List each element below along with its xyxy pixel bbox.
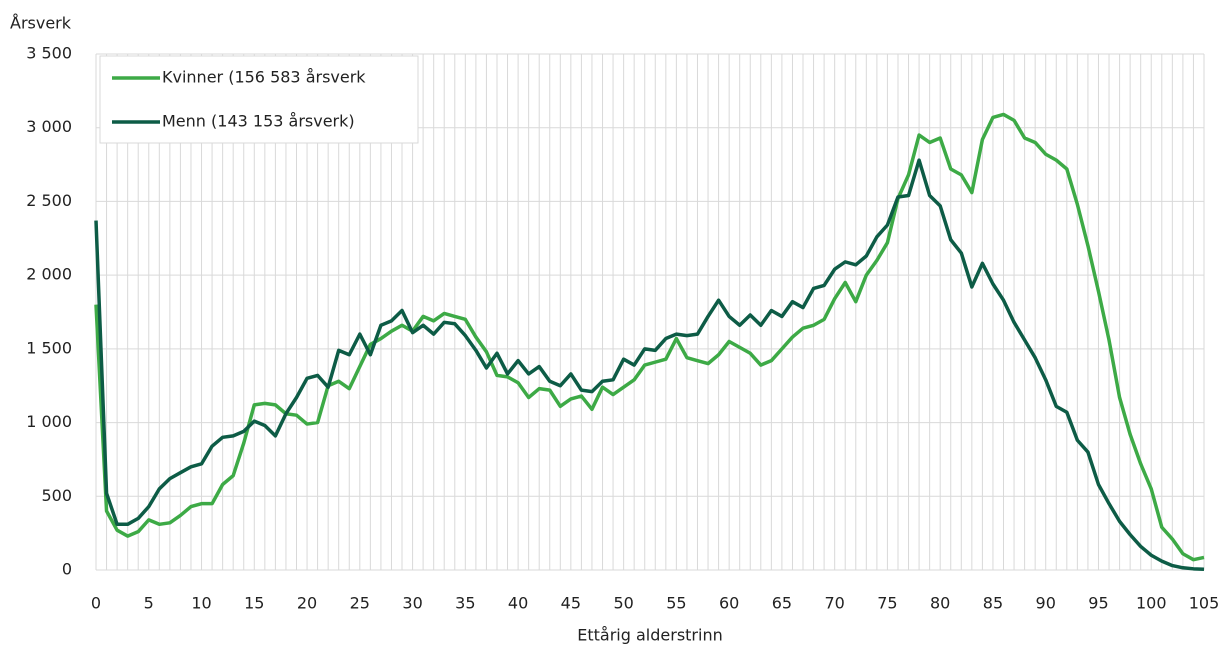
y-tick-label: 2 500	[26, 191, 72, 210]
legend-label: Menn (143 153 årsverk)	[162, 112, 355, 131]
x-tick-label: 55	[666, 594, 686, 613]
y-tick-label: 1 000	[26, 412, 72, 431]
x-tick-label: 35	[455, 594, 475, 613]
x-tick-label: 90	[1036, 594, 1056, 613]
y-tick-label: 500	[41, 486, 72, 505]
x-tick-label: 15	[244, 594, 264, 613]
x-tick-label: 20	[297, 594, 317, 613]
y-tick-label: 0	[62, 560, 72, 579]
x-tick-label: 30	[402, 594, 422, 613]
x-axis-title: Ettårig alderstrinn	[577, 626, 722, 645]
x-tick-label: 45	[561, 594, 581, 613]
y-tick-label: 1 500	[26, 338, 72, 357]
x-tick-label: 10	[191, 594, 211, 613]
y-tick-label: 3 500	[26, 44, 72, 63]
x-tick-label: 0	[91, 594, 101, 613]
line	[94, 158, 1205, 572]
legend-label: Kvinner (156 583 årsverk	[162, 68, 366, 87]
line	[94, 112, 1205, 562]
x-tick-label: 85	[983, 594, 1003, 613]
x-tick-label: 65	[772, 594, 792, 613]
x-tick-label: 70	[824, 594, 844, 613]
x-tick-label: 40	[508, 594, 528, 613]
x-tick-label: 80	[930, 594, 950, 613]
y-axis-title: Årsverk	[10, 14, 72, 33]
x-tick-label: 100	[1136, 594, 1167, 613]
x-tick-label: 95	[1088, 594, 1108, 613]
y-tick-label: 3 000	[26, 117, 72, 136]
x-tick-label: 25	[350, 594, 370, 613]
y-tick-label: 2 000	[26, 265, 72, 284]
x-tick-label: 105	[1189, 594, 1220, 613]
x-tick-label: 5	[144, 594, 154, 613]
x-tick-label: 60	[719, 594, 739, 613]
x-tick-label: 50	[613, 594, 633, 613]
x-tick-label: 75	[877, 594, 897, 613]
legend-box	[99, 55, 419, 144]
